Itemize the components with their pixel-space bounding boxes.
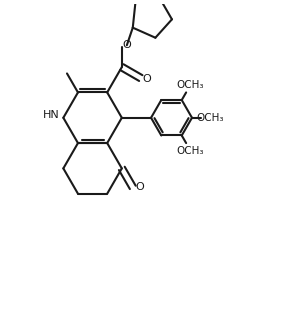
Text: OCH₃: OCH₃	[177, 80, 204, 90]
Text: OCH₃: OCH₃	[196, 113, 224, 123]
Text: OCH₃: OCH₃	[177, 146, 204, 156]
Text: O: O	[143, 74, 151, 84]
Text: O: O	[122, 40, 131, 50]
Text: HN: HN	[42, 110, 59, 120]
Text: O: O	[135, 182, 144, 192]
